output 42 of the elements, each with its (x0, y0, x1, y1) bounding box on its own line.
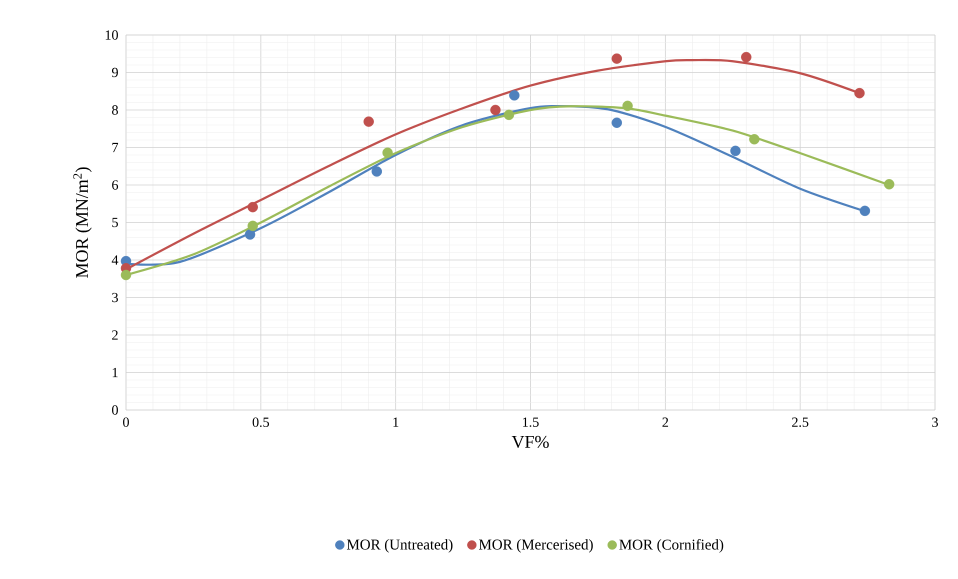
y-tick-label: 0 (112, 405, 118, 415)
point (509, 90, 520, 101)
y-axis-title: MOR (MN/m$^{2}$) (73, 167, 92, 278)
x-tick-label: 2.5 (792, 418, 808, 427)
y-tick-label: 3 (112, 292, 118, 302)
point (382, 148, 393, 158)
y-tick-label: 9 (112, 68, 118, 78)
point (490, 104, 501, 116)
point (244, 229, 256, 240)
legend-label: MOR (Mercerised) (478, 539, 593, 553)
y-tick-label: 6 (112, 180, 118, 190)
x-axis-title: VF% (512, 436, 549, 448)
point (120, 270, 132, 280)
y-tick-label: 4 (112, 255, 118, 265)
x-tick-label: 0.5 (252, 418, 270, 427)
point (730, 146, 741, 156)
point (612, 53, 622, 64)
y-tick-label: 2 (112, 330, 118, 340)
point (854, 88, 865, 98)
point (860, 206, 870, 216)
y-tick-label: 5 (112, 218, 118, 228)
y-tick-label: 8 (112, 105, 118, 115)
legend-label: MOR (Untreated) (346, 539, 453, 553)
point (364, 116, 374, 127)
x-tick-label: 1 (393, 418, 398, 427)
point (622, 100, 633, 112)
legend-label: MOR (Cornified) (619, 539, 724, 553)
point (612, 118, 622, 128)
point (741, 52, 752, 62)
point (248, 220, 258, 232)
point (884, 179, 894, 190)
point (504, 110, 514, 120)
y-tick-label: 10 (106, 30, 118, 40)
y-tick-label: 7 (112, 142, 118, 152)
point (749, 134, 760, 144)
x-tick-label: 2 (662, 418, 668, 427)
x-tick-label: 1.5 (523, 418, 539, 427)
y-tick-label: 1 (112, 368, 118, 378)
point (248, 202, 258, 212)
point (372, 166, 382, 177)
x-tick-label: 3 (932, 418, 938, 427)
x-tick-label: 0 (123, 418, 129, 427)
